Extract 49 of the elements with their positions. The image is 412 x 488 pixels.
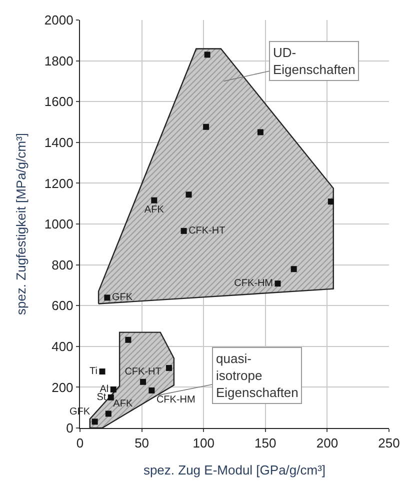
point — [140, 378, 146, 385]
point — [110, 386, 116, 392]
data-label: AFK — [113, 398, 133, 410]
point — [99, 368, 106, 374]
x-tick-label: 100 — [192, 436, 214, 451]
x-axis-title: spez. Zug E-Modul [GPa/g/cm³] — [143, 462, 326, 478]
y-tick-label: 0 — [66, 420, 74, 436]
data-label: St — [96, 392, 106, 403]
point — [257, 129, 264, 136]
y-tick-label: 1600 — [44, 94, 74, 110]
point — [204, 52, 210, 58]
point — [125, 336, 132, 343]
point — [180, 228, 187, 234]
y-tick-label: 1200 — [44, 176, 74, 191]
point — [108, 394, 114, 400]
x-tick-label: 250 — [378, 436, 400, 451]
point — [290, 266, 297, 272]
point — [186, 192, 192, 198]
point — [104, 294, 110, 301]
data-label: CFK-HM — [234, 278, 274, 290]
y-tick-label: 400 — [52, 338, 74, 354]
y-tick-label: 1800 — [44, 53, 74, 68]
y-tick-label: 600 — [52, 298, 74, 314]
annotation: quasi-isotrope Eigenschaften — [216, 351, 298, 400]
y-tick-label: 1400 — [44, 134, 74, 150]
x-tick-label: 200 — [316, 436, 338, 451]
data-label: AFK — [144, 204, 164, 216]
data-label: Ti — [90, 366, 98, 377]
point — [148, 387, 155, 394]
x-tick-label: 150 — [254, 436, 276, 451]
point — [166, 365, 172, 372]
y-tick-label: 1000 — [44, 216, 74, 232]
y-axis-title: spez. Zugfestigkeit [MPa/g/cm³] — [13, 132, 28, 316]
y-tick-label: 2000 — [44, 12, 74, 28]
data-label: CFK-HT — [188, 225, 226, 236]
point — [203, 124, 210, 130]
point — [151, 197, 158, 204]
y-tick-label: 200 — [52, 380, 74, 395]
data-label: CFK-HT — [124, 366, 162, 378]
x-tick-label: 0 — [76, 436, 84, 451]
annotation: UD-Eigenschaften — [273, 45, 356, 77]
point — [92, 418, 98, 425]
point — [328, 198, 334, 205]
x-tick-label: 50 — [134, 436, 150, 451]
point — [274, 280, 281, 287]
data-label: GFK — [112, 292, 133, 304]
y-tick-label: 800 — [52, 257, 74, 272]
data-label: CFK-HM — [156, 394, 196, 406]
point — [105, 410, 112, 417]
